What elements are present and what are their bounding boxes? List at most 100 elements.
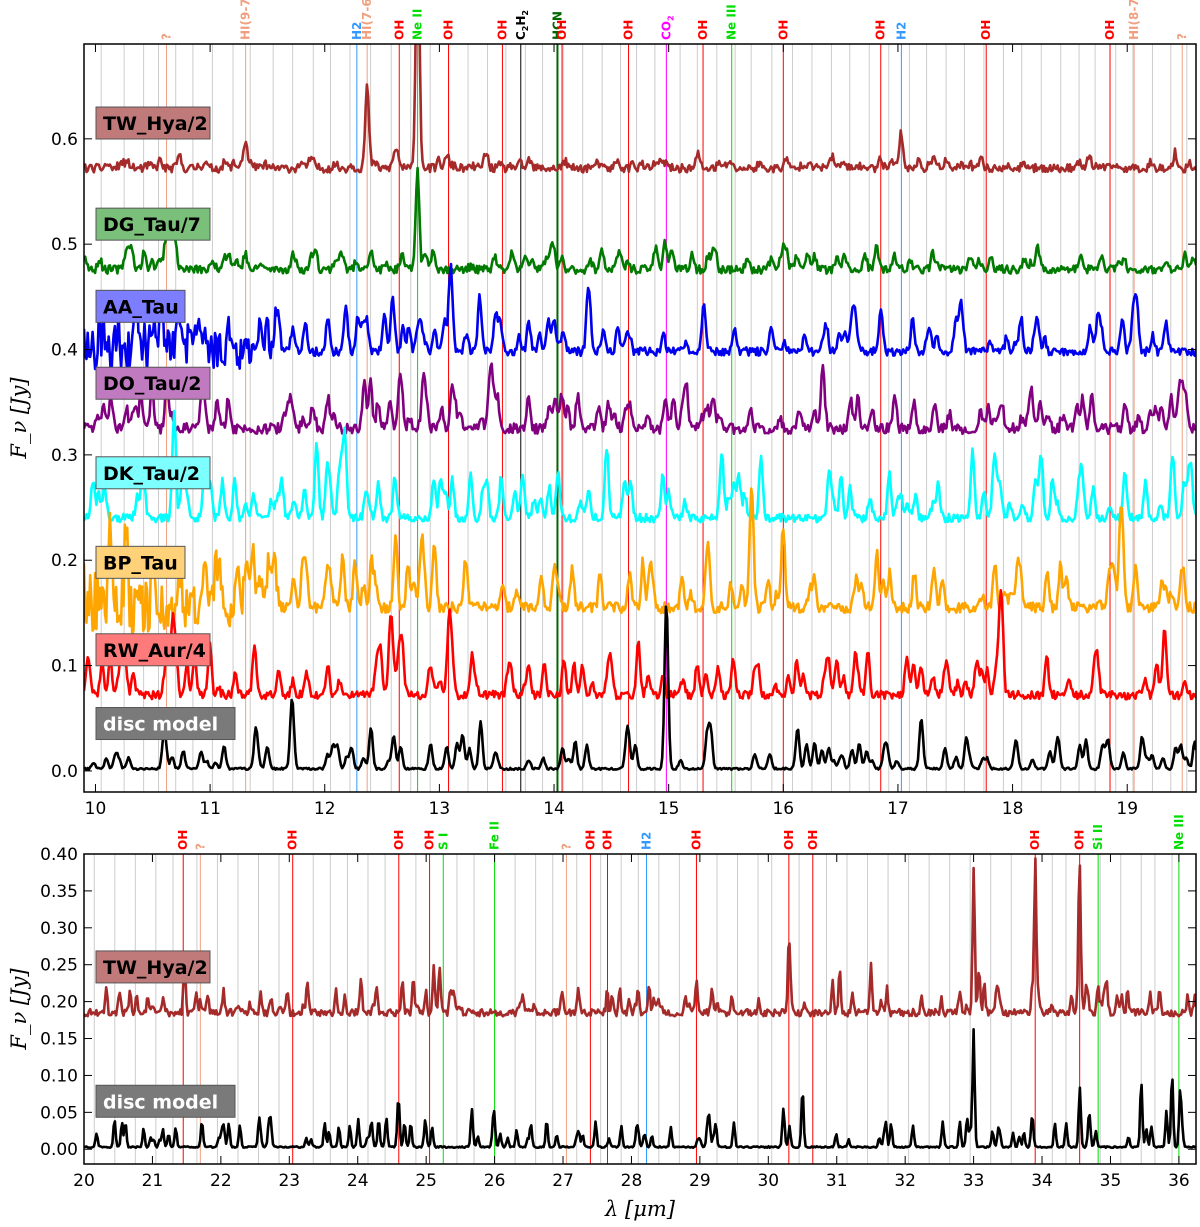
y-tick-label: 0.15 [40, 1030, 78, 1050]
species-label: HCN [550, 11, 564, 40]
species-label: Ne III [1172, 814, 1186, 850]
y-tick-label: 0.2 [51, 551, 78, 571]
legend-label: RW_Aur/4 [103, 640, 206, 662]
spectrum-line-do-tau-2 [84, 362, 1196, 436]
legend-item: disc model [95, 1084, 236, 1118]
y-tick-label: 0.20 [40, 993, 78, 1013]
species-label: OH [806, 830, 820, 850]
x-tick-label: 34 [1031, 1171, 1053, 1191]
species-label: HI(9-7) [239, 0, 253, 40]
species-label: H2 [640, 832, 654, 850]
species-label: OH [1073, 830, 1087, 850]
species-label: OH [600, 830, 614, 850]
x-tick-label: 14 [543, 799, 565, 819]
spectrum-line-bp-tau [84, 487, 1196, 636]
x-tick-label: 29 [689, 1171, 711, 1191]
species-label: CO2 [659, 15, 675, 40]
legend-label: disc model [103, 714, 218, 736]
species-label: OH [689, 830, 703, 850]
x-tick-label: 23 [278, 1171, 300, 1191]
y-tick-label: 0.35 [40, 882, 78, 902]
legend-label: DK_Tau/2 [103, 463, 200, 485]
spectrum-line-tw-hya-2 [84, 857, 1196, 1018]
legend-item: TW_Hya/2 [95, 950, 211, 984]
y-tick-label: 0.00 [40, 1140, 78, 1160]
species-label: Ne III [725, 4, 739, 40]
species-label: OH [622, 20, 636, 40]
species-label: ? [160, 33, 174, 40]
x-tick-label: 26 [484, 1171, 506, 1191]
species-label: Si II [1091, 824, 1105, 850]
plot-frame [83, 853, 1197, 1165]
species-label: OH [583, 830, 597, 850]
y-tick-label: 0.30 [40, 919, 78, 939]
x-tick-label: 32 [894, 1171, 916, 1191]
y-tick-label: 0.40 [40, 845, 78, 865]
legend-label: TW_Hya/2 [103, 113, 208, 135]
spectrum-line-dg-tau-7 [84, 166, 1196, 275]
x-tick-label: 25 [415, 1171, 437, 1191]
x-tick-label: 19 [1116, 799, 1138, 819]
x-tick-label: 21 [142, 1171, 164, 1191]
species-label: OH [495, 20, 509, 40]
y-tick-label: 0.0 [51, 762, 78, 782]
legend-label: TW_Hya/2 [103, 957, 208, 979]
x-tick-label: 20 [73, 1171, 95, 1191]
x-axis-label: λ [μm] [604, 1197, 676, 1221]
x-tick-label: 35 [1100, 1171, 1122, 1191]
species-label: HI(8-7) [1127, 0, 1141, 40]
species-label: H2 [894, 22, 908, 40]
x-tick-label: 10 [85, 799, 107, 819]
spectrum-line-tw-hya-2 [84, 44, 1196, 174]
species-label: OH [176, 830, 190, 850]
x-tick-label: 15 [658, 799, 680, 819]
x-tick-label: 22 [210, 1171, 232, 1191]
x-tick-label: 24 [347, 1171, 369, 1191]
y-tick-label: 0.4 [51, 341, 78, 361]
species-label: OH [979, 20, 993, 40]
spectrum-line-disc-model [84, 1028, 1196, 1149]
x-tick-label: 27 [552, 1171, 574, 1191]
y-tick-label: 0.6 [51, 130, 78, 150]
spectrum-line-dk-tau-2 [84, 409, 1196, 524]
species-label: HI(7-6) [360, 0, 374, 40]
species-label: Fe II [488, 821, 502, 850]
spectrum-line-rw-aur-4 [84, 588, 1196, 701]
legend-label: DG_Tau/7 [103, 214, 201, 236]
species-label: ? [559, 843, 573, 850]
bottom-panel: OH? OH OH OH S I Fe II? OH OH H2 OH OH OH OH OH Si II N… [7, 814, 1197, 1221]
spectrum-line-aa-tau [84, 262, 1196, 383]
x-tick-label: 11 [199, 799, 221, 819]
species-label: OH [782, 830, 796, 850]
species-label: OH [874, 20, 888, 40]
legend-item: TW_Hya/2 [95, 106, 211, 140]
plot-frame [83, 43, 1197, 793]
species-label: ? [1175, 33, 1189, 40]
legend-item: disc model [95, 707, 236, 741]
y-tick-label: 0.5 [51, 235, 78, 255]
species-label: OH [1103, 20, 1117, 40]
species-label: OH [555, 20, 569, 40]
x-tick-label: 31 [826, 1171, 848, 1191]
y-tick-label: 0.10 [40, 1066, 78, 1086]
legend-item: BP_Tau [95, 545, 186, 579]
species-label: C2H2 [514, 10, 530, 40]
species-label: OH [1028, 830, 1042, 850]
species-label: OH [776, 20, 790, 40]
legend-label: BP_Tau [103, 552, 178, 574]
species-label: OH [696, 20, 710, 40]
legend-label: DO_Tau/2 [103, 373, 201, 395]
x-tick-label: 36 [1168, 1171, 1190, 1191]
species-label: OH [392, 20, 406, 40]
y-tick-label: 0.25 [40, 956, 78, 976]
legend-item: AA_Tau [95, 289, 186, 323]
x-tick-label: 16 [772, 799, 794, 819]
x-tick-label: 18 [1002, 799, 1024, 819]
species-label: OH [423, 830, 437, 850]
legend-item: DO_Tau/2 [95, 366, 211, 400]
species-label: Ne II [411, 9, 425, 40]
species-label: OH [392, 830, 406, 850]
x-tick-label: 33 [963, 1171, 985, 1191]
